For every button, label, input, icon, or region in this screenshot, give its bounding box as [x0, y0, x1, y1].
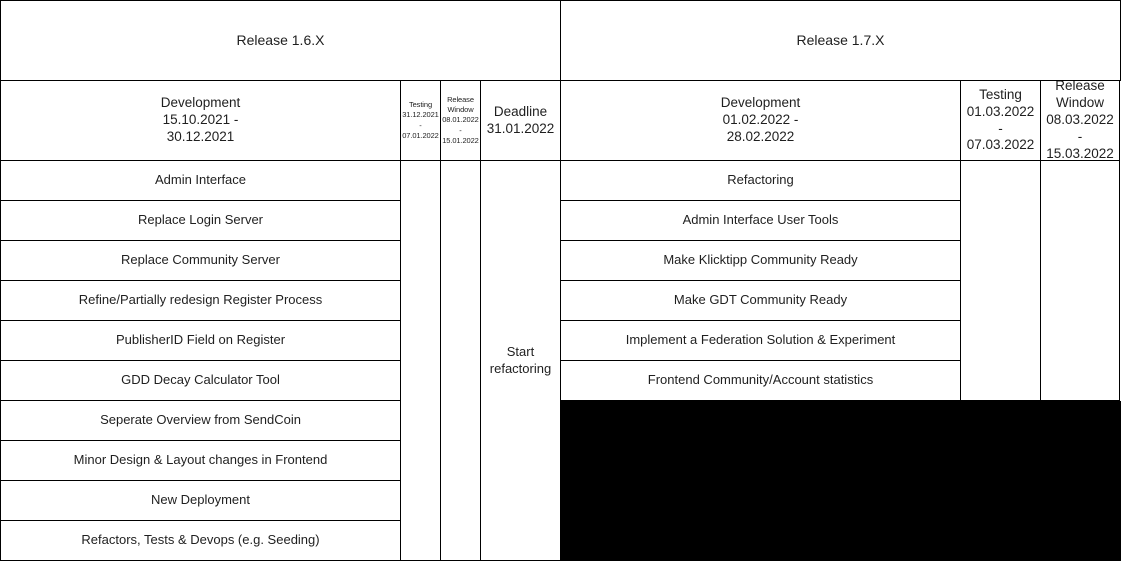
phase-header-testing-1: Testing 31.12.2021 - 07.01.2022: [400, 80, 441, 161]
release-group-title-2: Release 1.7.X: [560, 0, 1121, 81]
testing-column-body-1: [400, 160, 441, 561]
phase-header-deadline-1: Deadline 31.01.2022: [480, 80, 561, 161]
table-row[interactable]: Refactoring: [560, 160, 961, 201]
phase-header-development-2: Development 01.02.2022 - 28.02.2022: [560, 80, 961, 161]
phase-header-release-window-1: Release Window 08.01.2022 - 15.01.2022: [440, 80, 481, 161]
table-row[interactable]: Refactors, Tests & Devops (e.g. Seeding): [0, 520, 401, 561]
phase-header-development-1: Development 15.10.2021 - 30.12.2021: [0, 80, 401, 161]
milestone-start-refactoring: Start refactoring: [480, 160, 561, 561]
table-row[interactable]: New Deployment: [0, 480, 401, 521]
phase-header-testing-2: Testing 01.03.2022 - 07.03.2022: [960, 80, 1041, 161]
table-row[interactable]: Replace Community Server: [0, 240, 401, 281]
table-row[interactable]: Implement a Federation Solution & Experi…: [560, 320, 961, 361]
release-window-column-body-2: [1040, 160, 1120, 401]
table-row[interactable]: Make GDT Community Ready: [560, 280, 961, 321]
table-row[interactable]: GDD Decay Calculator Tool: [0, 360, 401, 401]
release-window-column-body-1: [440, 160, 481, 561]
table-row[interactable]: Seperate Overview from SendCoin: [0, 400, 401, 441]
table-row[interactable]: Minor Design & Layout changes in Fronten…: [0, 440, 401, 481]
table-row[interactable]: Admin Interface User Tools: [560, 200, 961, 241]
table-row[interactable]: Admin Interface: [0, 160, 401, 201]
release-group-title-1: Release 1.6.X: [0, 0, 561, 81]
table-row[interactable]: Replace Login Server: [0, 200, 401, 241]
table-row[interactable]: PublisherID Field on Register: [0, 320, 401, 361]
blackout-region: [560, 401, 1121, 561]
table-row[interactable]: Make Klicktipp Community Ready: [560, 240, 961, 281]
table-row[interactable]: Refine/Partially redesign Register Proce…: [0, 280, 401, 321]
phase-header-release-window-2: Release Window 08.03.2022 - 15.03.2022: [1040, 80, 1120, 161]
table-row[interactable]: Frontend Community/Account statistics: [560, 360, 961, 401]
testing-column-body-2: [960, 160, 1041, 401]
